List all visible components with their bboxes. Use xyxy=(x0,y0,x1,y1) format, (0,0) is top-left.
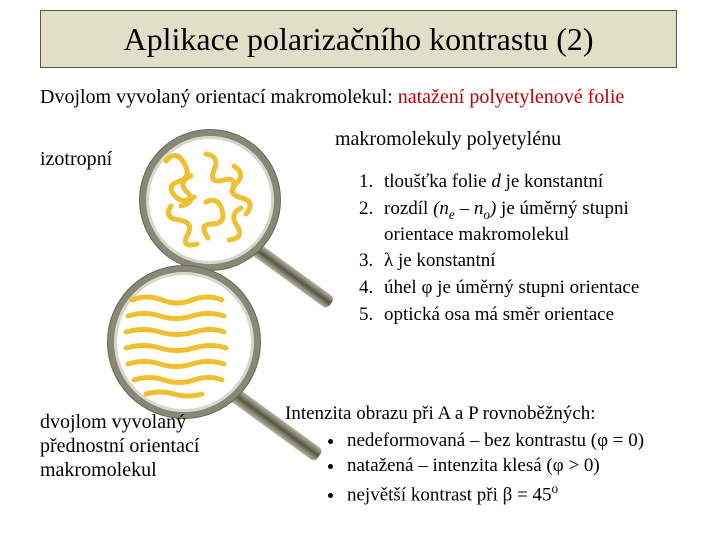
subtitle-black: Dvojlom vyvolaný orientací makromolekul: xyxy=(40,86,393,108)
subtitle-red: natažení polyetylenové folie xyxy=(398,86,625,108)
magnifier-lens xyxy=(140,130,280,270)
wavy-lines-icon xyxy=(114,272,254,412)
page-title: Aplikace polarizačního kontrastu (2) xyxy=(123,21,593,58)
list-item: rozdíl (ne – no) je úměrný stupni orient… xyxy=(378,197,700,248)
magnifier-handle xyxy=(246,239,335,309)
label-macromolecules: makromolekuly polyetylénu xyxy=(335,128,561,151)
bullet-item: natažená – intenzita klesá (φ > 0) xyxy=(345,454,705,479)
list-item: optická osa má směr orientace xyxy=(378,303,700,328)
numbered-list: tloušťka folie d je konstantnírozdíl (ne… xyxy=(350,170,700,330)
bullet-item: největší kontrast při β = 45o xyxy=(345,480,705,508)
magnifier-lens xyxy=(108,266,260,418)
intensity-title: Intenzita obrazu při A a P rovnoběžných: xyxy=(285,402,705,427)
squiggle-icon xyxy=(146,136,274,264)
subtitle: Dvojlom vyvolaný orientací makromolekul:… xyxy=(40,86,624,109)
label-oriented-caption: dvojlom vyvolaný přednostní orientací ma… xyxy=(40,410,260,482)
list-item: tloušťka folie d je konstantní xyxy=(378,170,700,195)
list-item: λ je konstantní xyxy=(378,249,700,274)
intensity-block: Intenzita obrazu při A a P rovnoběžných:… xyxy=(285,402,705,509)
bullet-item: nedeformovaná – bez kontrastu (φ = 0) xyxy=(345,429,705,454)
list-item: úhel φ je úměrný stupni orientace xyxy=(378,276,700,301)
title-box: Aplikace polarizačního kontrastu (2) xyxy=(40,10,677,68)
label-isotropic: izotropní xyxy=(40,148,112,171)
